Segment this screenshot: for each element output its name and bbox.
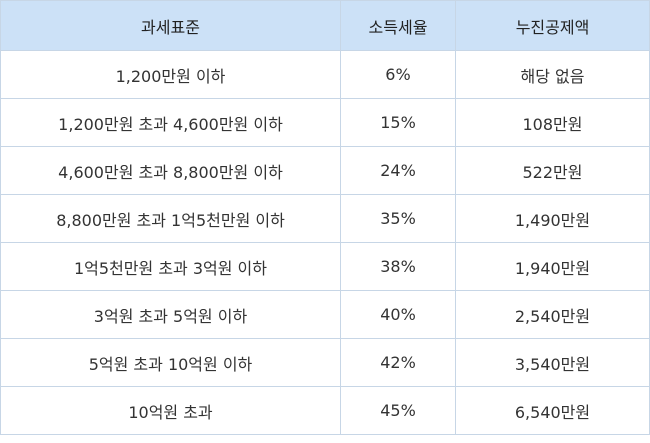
table-cell: 1억5천만원 초과 3억원 이하 [0,242,341,291]
table-cell: 8,800만원 초과 1억5천만원 이하 [0,194,341,243]
header-cell: 소득세율 [340,0,456,51]
table-cell: 3억원 초과 5억원 이하 [0,290,341,339]
table-cell: 6% [340,50,456,99]
table-cell: 40% [340,290,456,339]
table-cell: 522만원 [455,146,650,195]
table-row: 8,800만원 초과 1억5천만원 이하 35% 1,490만원 [0,194,650,243]
table-cell: 35% [340,194,456,243]
table-cell: 108만원 [455,98,650,147]
table-cell: 2,540만원 [455,290,650,339]
table-cell: 6,540만원 [455,386,650,435]
table-row: 1,200만원 이하 6% 해당 없음 [0,50,650,99]
table-cell: 5억원 초과 10억원 이하 [0,338,341,387]
table-cell: 해당 없음 [455,50,650,99]
table-cell: 45% [340,386,456,435]
table-cell: 3,540만원 [455,338,650,387]
table-cell: 10억원 초과 [0,386,341,435]
table-cell: 1,940만원 [455,242,650,291]
table-row: 3억원 초과 5억원 이하 40% 2,540만원 [0,290,650,339]
header-cell: 누진공제액 [455,0,650,51]
table-cell: 42% [340,338,456,387]
table-row: 1,200만원 초과 4,600만원 이하 15% 108만원 [0,98,650,147]
table-row: 1억5천만원 초과 3억원 이하 38% 1,940만원 [0,242,650,291]
header-cell: 과세표준 [0,0,341,51]
table-cell: 1,490만원 [455,194,650,243]
table-cell: 1,200만원 초과 4,600만원 이하 [0,98,341,147]
table-cell: 24% [340,146,456,195]
table-cell: 4,600만원 초과 8,800만원 이하 [0,146,341,195]
table-cell: 38% [340,242,456,291]
table-row: 10억원 초과 45% 6,540만원 [0,386,650,435]
table-cell: 15% [340,98,456,147]
table-row: 4,600만원 초과 8,800만원 이하 24% 522만원 [0,146,650,195]
table-body: 1,200만원 이하 6% 해당 없음 1,200만원 초과 4,600만원 이하 15… [0,50,650,435]
table-row: 5억원 초과 10억원 이하 42% 3,540만원 [0,338,650,387]
header-row: 과세표준 소득세율 누진공제액 [0,0,650,51]
table-cell: 1,200만원 이하 [0,50,341,99]
